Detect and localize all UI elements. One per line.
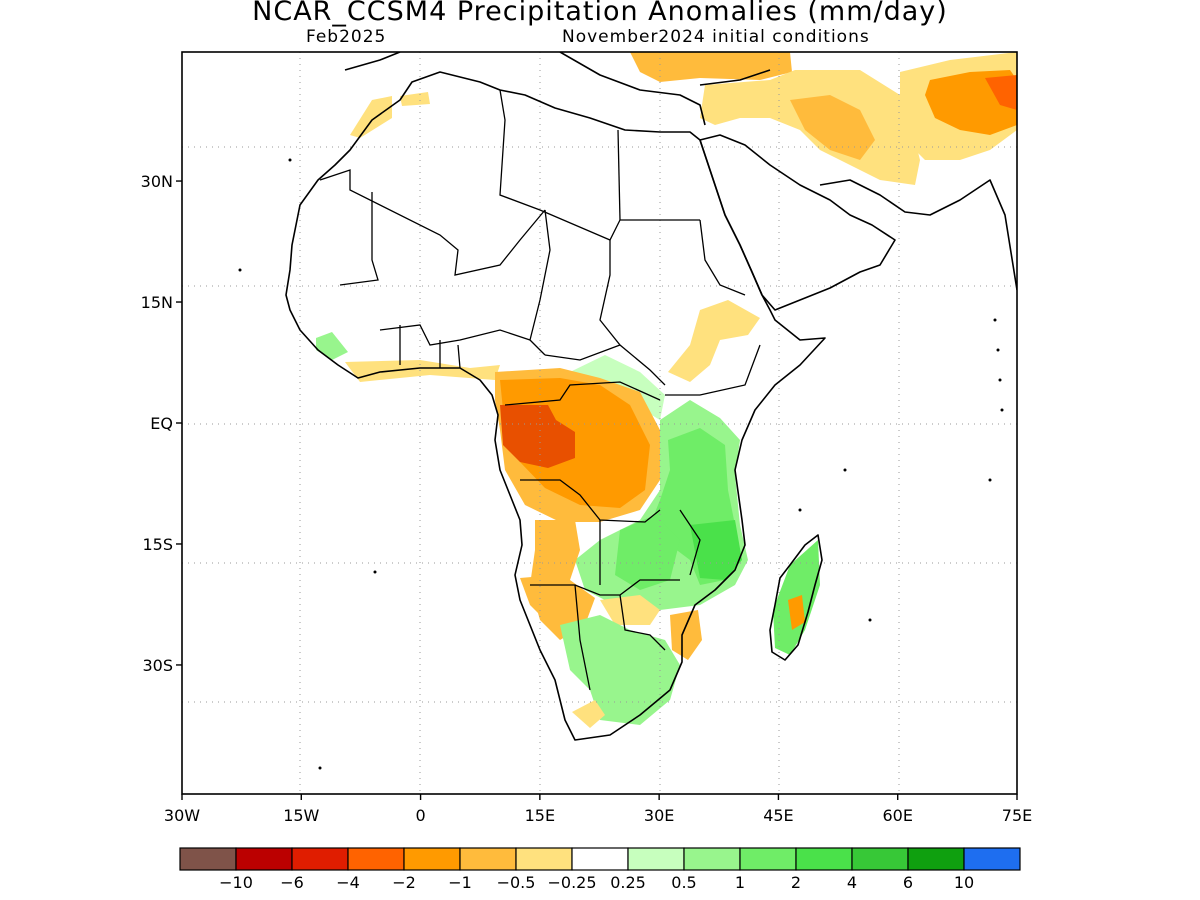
grid-lines	[182, 52, 1017, 794]
lon-tick-label: 75E	[1002, 806, 1032, 825]
south-africa-wet-patch	[560, 615, 680, 725]
map-title: NCAR_CCSM4 Precipitation Anomalies (mm/d…	[252, 0, 948, 27]
sahara-north-dry-patch	[400, 92, 430, 106]
colorbar-label: 0.5	[671, 873, 696, 892]
morocco-dry-patch	[350, 96, 392, 138]
colorbar-label: −0.5	[497, 873, 536, 892]
colorbar-swatch	[907, 847, 965, 871]
country-borders	[319, 89, 761, 691]
valid-month-label: Feb2025	[306, 27, 387, 47]
botswana-dry-patch	[600, 595, 660, 625]
lon-tick-label: 60E	[882, 806, 912, 825]
lat-tick-label: EQ	[150, 414, 173, 433]
colorbar-label: 2	[791, 873, 801, 892]
colorbar-label: −2	[392, 873, 416, 892]
anomaly-shading	[316, 52, 1017, 728]
lon-tick-label: 30E	[644, 806, 674, 825]
colorbar-swatch	[179, 847, 237, 871]
small-islands	[238, 158, 1004, 770]
gabon-dry-core	[500, 405, 575, 468]
colorbar-label: 10	[954, 873, 974, 892]
colorbar-swatch	[291, 847, 349, 871]
colorbar-swatch	[459, 847, 517, 871]
colorbar-label: 6	[903, 873, 913, 892]
colorbar: −10 −6 −4 −2 −1 −0.5 −0.25 0.25 0.5 1 2 4 6 10	[179, 847, 1021, 892]
mozambique-wet-patch	[690, 520, 742, 580]
colorbar-swatch	[795, 847, 853, 871]
arabia-coastline	[699, 134, 896, 311]
colorbar-swatch	[571, 847, 629, 871]
cape-dry-patch	[572, 700, 605, 728]
madagascar-dry-patch	[788, 595, 805, 630]
colorbar-label: −0.25	[547, 873, 596, 892]
colorbar-label: 4	[847, 873, 857, 892]
lon-tick-label: 30W	[164, 806, 200, 825]
initial-conditions-label: November2024 initial conditions	[562, 27, 870, 47]
lat-tick-label: 15N	[141, 293, 173, 312]
mozambique-south-dry-patch	[670, 610, 702, 660]
lon-tick-label: 45E	[763, 806, 793, 825]
mediterranean-north-coastline	[344, 52, 771, 126]
coastlines	[285, 52, 1017, 741]
colorbar-swatch	[851, 847, 909, 871]
lon-tick-label: 0	[415, 806, 425, 825]
guinea-coast-dry-patch	[345, 360, 500, 382]
colorbar-swatch	[739, 847, 797, 871]
colorbar-swatch	[683, 847, 741, 871]
liberia-wet-patch	[316, 332, 348, 360]
iran-dry-core	[790, 95, 875, 160]
persian-gulf-coastline	[819, 179, 1017, 291]
lat-tick-label: 15S	[142, 535, 173, 554]
colorbar-label: −10	[219, 873, 253, 892]
colorbar-swatch	[627, 847, 685, 871]
colorbar-label: 0.25	[610, 873, 646, 892]
madagascar-coastline	[769, 534, 823, 661]
colorbar-label: −1	[448, 873, 472, 892]
colorbar-label: 1	[735, 873, 745, 892]
colorbar-swatch	[515, 847, 573, 871]
europe-dry-patch	[630, 52, 792, 82]
namibia-dry-patch	[520, 575, 580, 625]
lon-tick-label: 15W	[283, 806, 319, 825]
colorbar-label: −4	[336, 873, 360, 892]
colorbar-swatch	[347, 847, 405, 871]
afghanistan-dry-peak	[985, 75, 1017, 110]
zambia-wet-patch	[615, 515, 680, 590]
colorbar-swatch	[963, 847, 1021, 871]
lat-tick-label: 30N	[141, 172, 173, 191]
lon-tick-label: 15E	[525, 806, 555, 825]
lat-tick-label: 30S	[142, 656, 173, 675]
africa-coastline	[285, 71, 826, 741]
colorbar-label: −6	[280, 873, 304, 892]
colorbar-swatch	[235, 847, 293, 871]
ethiopia-dry-patch	[668, 300, 760, 382]
map-area	[182, 52, 1017, 794]
map-axes: 30W 15W 0 15E 30E 45E 60E 75E 30N 15N EQ 15S 30S	[141, 172, 1033, 825]
colorbar-swatch	[403, 847, 461, 871]
